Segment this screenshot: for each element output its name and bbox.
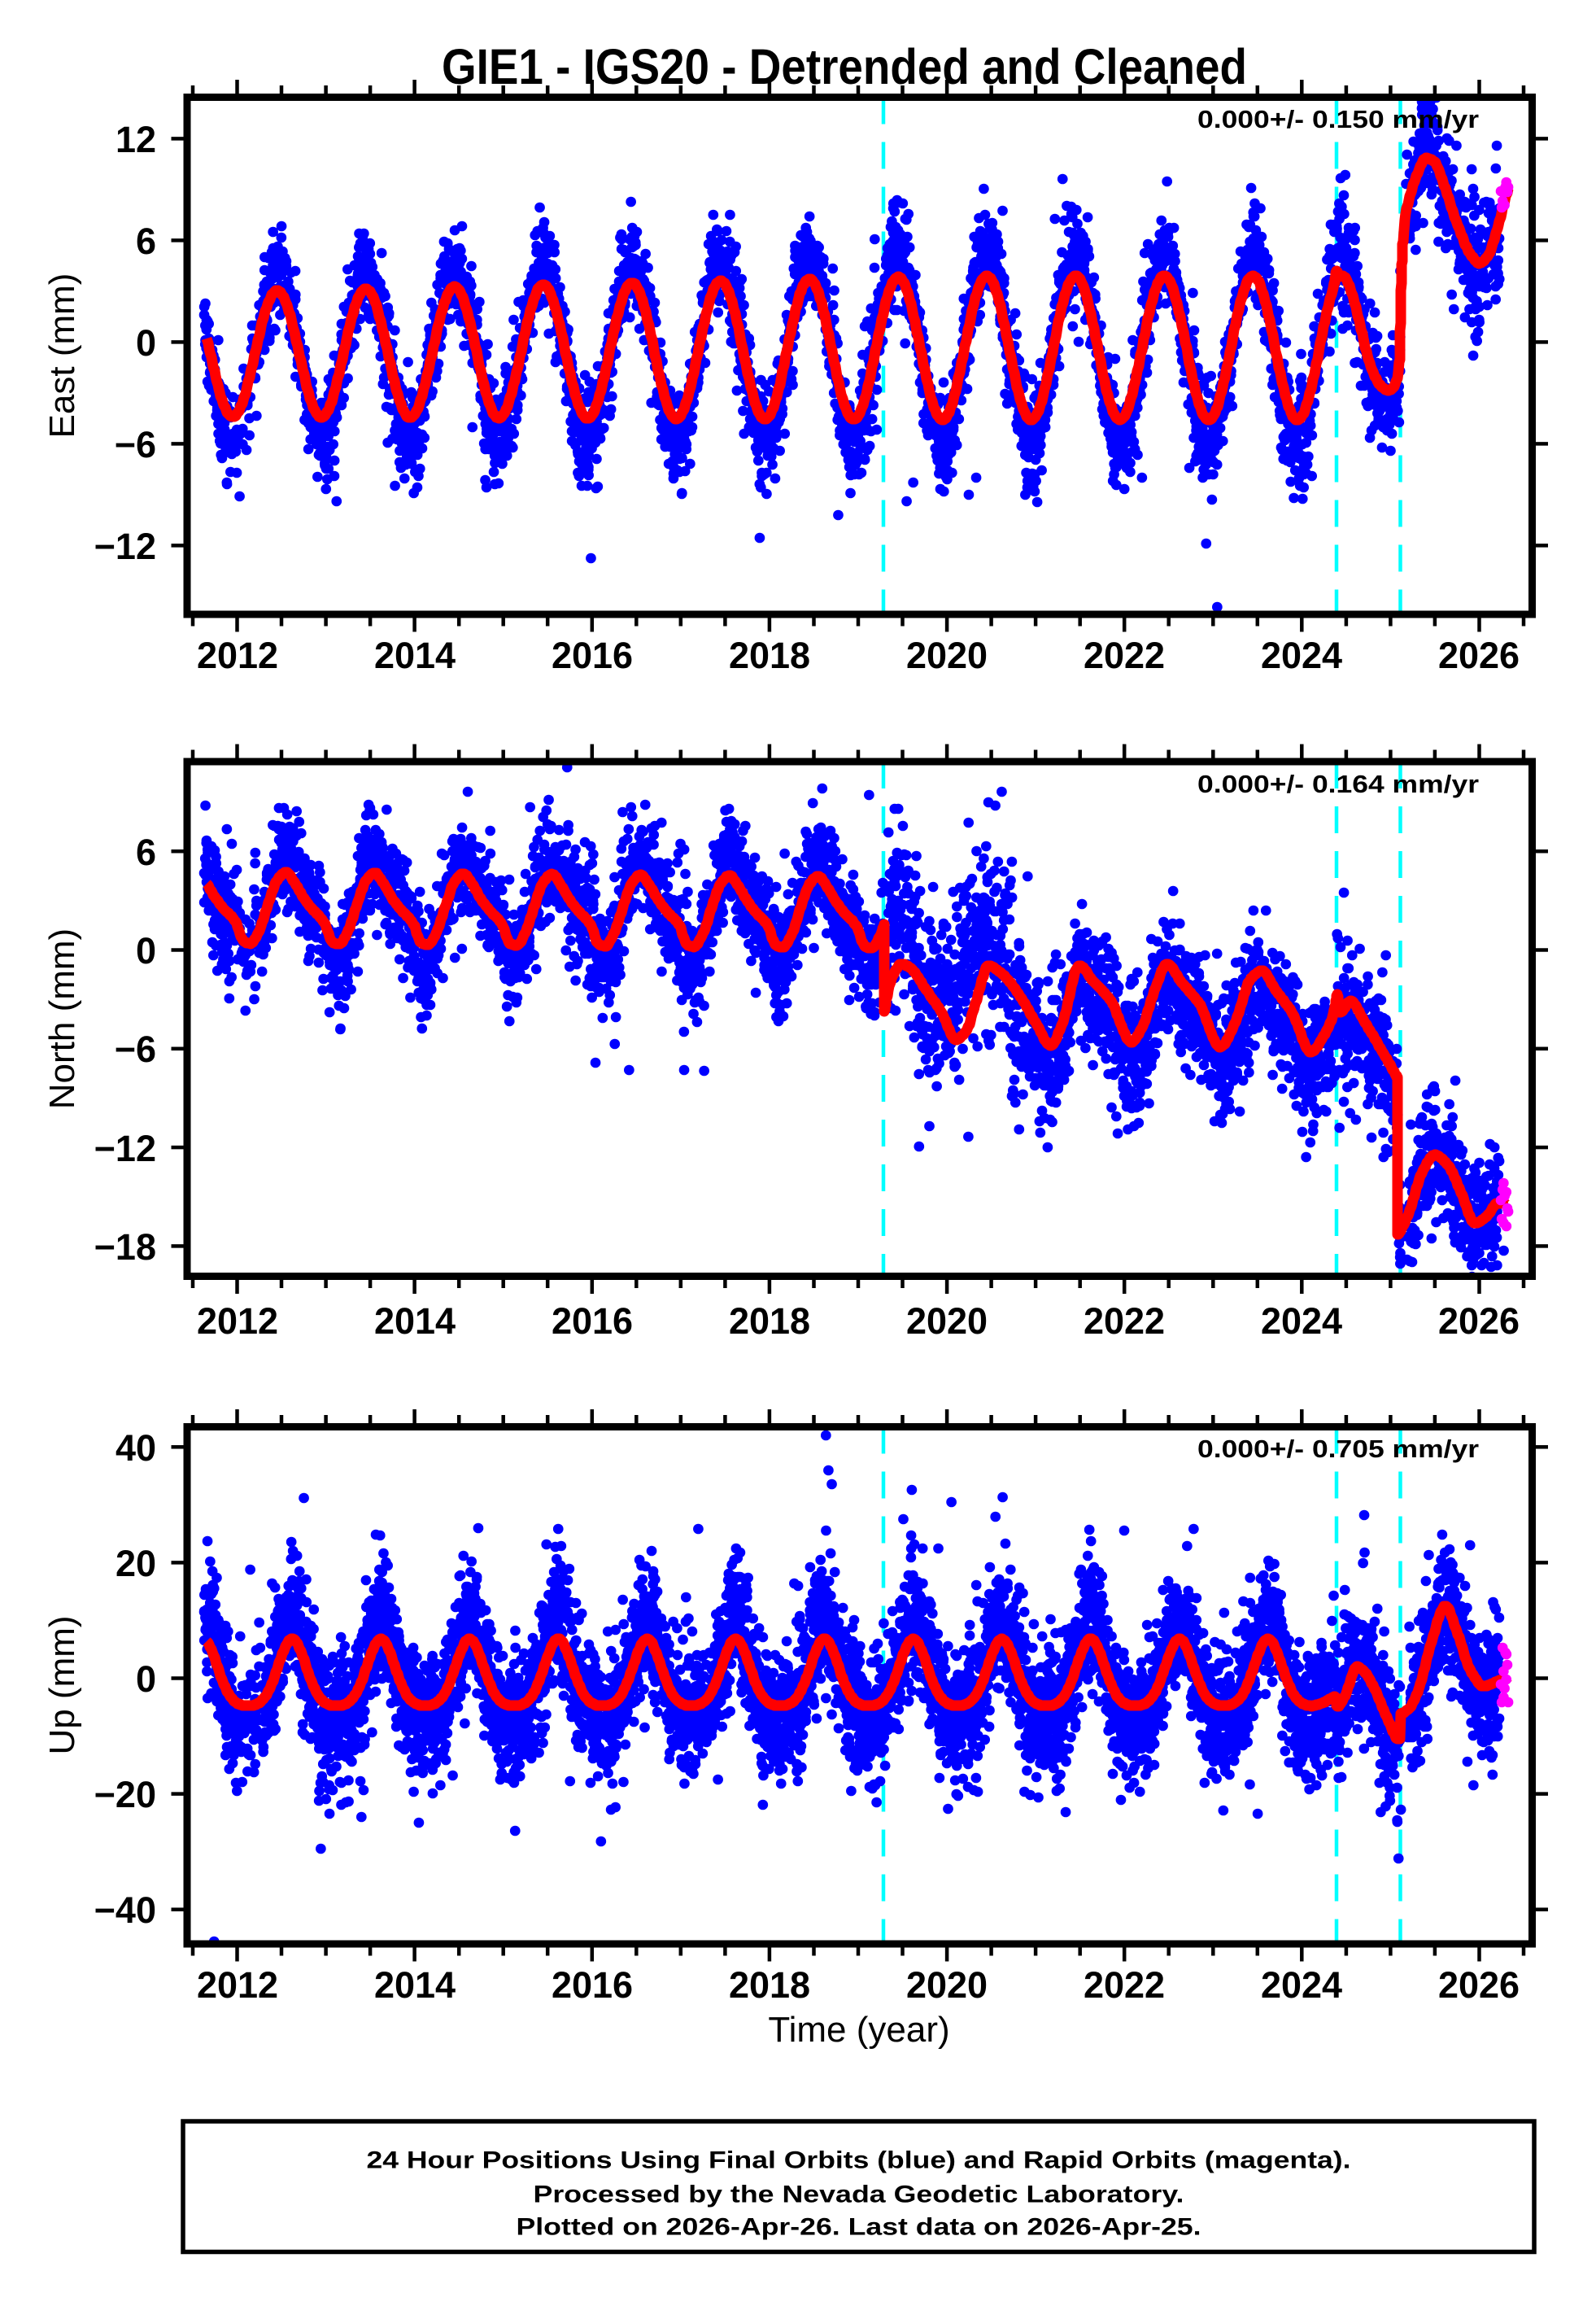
svg-text:2022: 2022: [1084, 1964, 1165, 2006]
svg-text:North (mm): North (mm): [42, 928, 82, 1109]
svg-text:−12: −12: [94, 526, 156, 567]
svg-text:Processed by the Nevada Geodet: Processed by the Nevada Geodetic Laborat…: [534, 2182, 1184, 2208]
svg-text:0.000+/- 0.164 mm/yr: 0.000+/- 0.164 mm/yr: [1197, 770, 1479, 798]
svg-text:12: 12: [116, 119, 156, 160]
svg-text:−6: −6: [115, 1029, 156, 1070]
svg-text:2022: 2022: [1084, 635, 1165, 676]
svg-text:2014: 2014: [374, 1964, 456, 2006]
svg-text:24 Hour Positions Using Final: 24 Hour Positions Using Final Orbits (bl…: [367, 2147, 1351, 2174]
svg-text:0.000+/- 0.705 mm/yr: 0.000+/- 0.705 mm/yr: [1197, 1435, 1479, 1463]
svg-text:6: 6: [136, 221, 156, 262]
svg-text:0: 0: [136, 322, 156, 364]
svg-text:Plotted on 2026-Apr-26. Last d: Plotted on 2026-Apr-26. Last data on 202…: [517, 2214, 1201, 2241]
svg-text:2024: 2024: [1261, 1300, 1342, 1342]
svg-text:GIE1 - IGS20 - Detrended and C: GIE1 - IGS20 - Detrended and Cleaned: [442, 39, 1247, 94]
svg-text:−12: −12: [94, 1128, 156, 1169]
svg-text:0: 0: [136, 930, 156, 972]
svg-text:2018: 2018: [729, 1300, 810, 1342]
svg-text:2026: 2026: [1438, 1964, 1520, 2006]
svg-text:Up (mm): Up (mm): [42, 1615, 82, 1754]
svg-text:2018: 2018: [729, 1964, 810, 2006]
svg-text:−18: −18: [94, 1226, 156, 1268]
svg-text:2020: 2020: [906, 1300, 988, 1342]
svg-text:2016: 2016: [552, 1964, 633, 2006]
svg-text:2012: 2012: [197, 635, 278, 676]
svg-text:0: 0: [136, 1658, 156, 1700]
svg-text:East (mm): East (mm): [42, 273, 82, 439]
svg-text:2026: 2026: [1438, 1300, 1520, 1342]
svg-text:6: 6: [136, 832, 156, 873]
svg-text:−6: −6: [115, 424, 156, 465]
svg-text:2018: 2018: [729, 635, 810, 676]
svg-text:2022: 2022: [1084, 1300, 1165, 1342]
svg-text:Time (year): Time (year): [768, 2010, 949, 2050]
svg-text:40: 40: [116, 1427, 156, 1469]
svg-text:2026: 2026: [1438, 635, 1520, 676]
svg-text:2020: 2020: [906, 635, 988, 676]
svg-text:2014: 2014: [374, 1300, 456, 1342]
svg-text:2016: 2016: [552, 1300, 633, 1342]
svg-text:2024: 2024: [1261, 635, 1342, 676]
svg-text:−20: −20: [94, 1774, 156, 1815]
svg-text:2020: 2020: [906, 1964, 988, 2006]
svg-text:2012: 2012: [197, 1300, 278, 1342]
svg-text:2016: 2016: [552, 635, 633, 676]
svg-text:2014: 2014: [374, 635, 456, 676]
svg-text:2012: 2012: [197, 1964, 278, 2006]
svg-text:2024: 2024: [1261, 1964, 1342, 2006]
svg-text:20: 20: [116, 1543, 156, 1584]
svg-text:0.000+/- 0.150 mm/yr: 0.000+/- 0.150 mm/yr: [1197, 105, 1479, 133]
svg-text:−40: −40: [94, 1889, 156, 1931]
